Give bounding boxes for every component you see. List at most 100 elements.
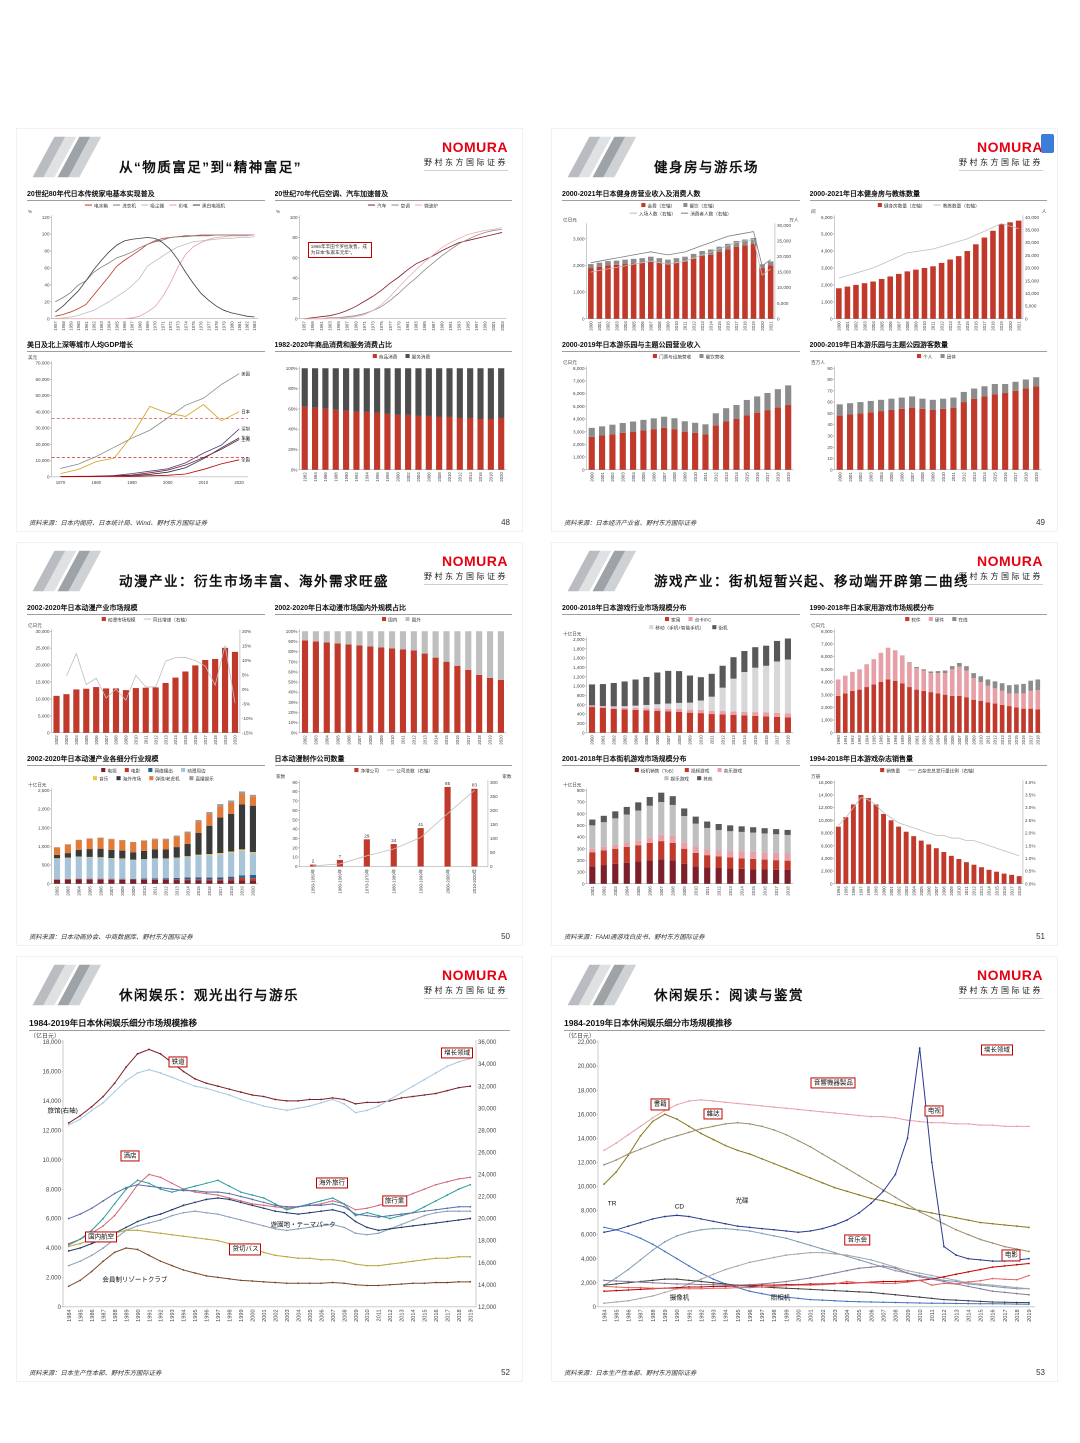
svg-text:0: 0 — [47, 881, 50, 886]
svg-text:2004: 2004 — [633, 735, 638, 745]
chart-area: 0 100 200 300 400 500 600 700 800 十亿日元 2001 2002 200… — [562, 767, 800, 901]
svg-text:2008: 2008 — [894, 1309, 900, 1322]
svg-text:2004: 2004 — [624, 886, 629, 896]
svg-text:2019: 2019 — [223, 735, 228, 745]
svg-text:2007: 2007 — [357, 735, 362, 745]
svg-text:2008: 2008 — [677, 735, 682, 745]
svg-text:2019: 2019 — [1027, 1309, 1033, 1322]
svg-text:2016: 2016 — [1021, 735, 1026, 745]
svg-text:0: 0 — [582, 467, 585, 472]
svg-text:1,000: 1,000 — [38, 844, 50, 849]
svg-text:2011: 2011 — [377, 1309, 383, 1321]
chart-title: 20世纪80年代日本传统家电基本实现普及 — [27, 189, 265, 201]
svg-text:1994: 1994 — [864, 735, 869, 745]
chart-area: 0 20 40 60 80 100% 1957 1959 1961 1963 1965 1967 196… — [275, 202, 513, 336]
svg-text:0: 0 — [294, 864, 297, 869]
svg-text:1965: 1965 — [114, 321, 119, 331]
nomura-brand: NOMURA 野村东方国际证券 — [424, 139, 508, 171]
scroll-marker[interactable] — [1041, 134, 1054, 153]
svg-text:8,000: 8,000 — [581, 1209, 597, 1215]
svg-text:3,000: 3,000 — [821, 266, 833, 271]
svg-text:2019: 2019 — [786, 472, 791, 482]
svg-text:2015: 2015 — [751, 886, 756, 896]
svg-text:1991: 1991 — [687, 1309, 693, 1322]
slide-header: 休闲娱乐：阅读与鉴赏 NOMURA 野村东方国际证券 — [552, 957, 1057, 1013]
nomura-brand: NOMURA 野村东方国际证券 — [959, 139, 1043, 171]
svg-text:2016: 2016 — [193, 735, 198, 745]
svg-text:0: 0 — [489, 864, 492, 869]
svg-text:2015: 2015 — [994, 886, 999, 896]
nomura-brand: NOMURA 野村东方国际证券 — [424, 967, 508, 999]
svg-text:2003: 2003 — [868, 472, 873, 482]
svg-text:0%: 0% — [242, 687, 249, 692]
svg-text:1995: 1995 — [193, 1309, 199, 1322]
svg-text:2003: 2003 — [64, 735, 69, 745]
svg-text:70%: 70% — [288, 659, 297, 664]
svg-text:亿日元: 亿日元 — [563, 359, 577, 366]
svg-text:2009: 2009 — [682, 472, 687, 482]
slide-header: 休闲娱乐：观光出行与游乐 NOMURA 野村东方国际证券 — [17, 957, 522, 1013]
svg-text:2015: 2015 — [745, 472, 750, 482]
svg-text:2009: 2009 — [688, 735, 693, 745]
svg-text:50: 50 — [292, 817, 298, 822]
chart-title: 2000-2019年日本游乐园与主题公园游客数量 — [809, 340, 1047, 352]
svg-text:2,000: 2,000 — [821, 705, 833, 710]
slide-title: 从“物质富足”到“精神富足” — [119, 160, 302, 175]
svg-text:80: 80 — [292, 789, 298, 794]
svg-text:2010: 2010 — [674, 321, 679, 331]
svg-text:5,000: 5,000 — [573, 404, 585, 409]
svg-text:8,000: 8,000 — [46, 1187, 62, 1193]
svg-text:音乐游戏: 音乐游戏 — [724, 767, 743, 774]
svg-text:150: 150 — [489, 822, 497, 827]
svg-text:4,000: 4,000 — [821, 680, 833, 685]
svg-text:6,000: 6,000 — [581, 1233, 597, 1239]
svg-text:24,000: 24,000 — [478, 1173, 497, 1179]
svg-text:2004: 2004 — [935, 735, 940, 745]
svg-text:1959: 1959 — [310, 321, 315, 331]
chart-area: 0 10 20 30 40 50 60 70 80 90 百万人 2000 2001 2002 2003 20… — [810, 353, 1048, 487]
svg-text:万人: 万人 — [789, 217, 799, 223]
svg-text:1965: 1965 — [336, 321, 341, 331]
svg-text:400: 400 — [577, 712, 585, 717]
svg-text:1976: 1976 — [199, 321, 204, 331]
svg-text:2010: 2010 — [978, 735, 983, 745]
svg-text:2012: 2012 — [714, 472, 719, 482]
svg-text:1950-1959年: 1950-1959年 — [309, 868, 316, 893]
svg-text:100: 100 — [42, 232, 50, 237]
slide-title: 游戏产业：街机短暂兴起、移动端开辟第二曲线 — [654, 574, 969, 589]
svg-text:2010: 2010 — [918, 1309, 924, 1322]
charts-area: 1984-2019年日本休闲娱乐细分市场规模推移 0 2,000 4,000 6,000… — [552, 1013, 1057, 1334]
svg-text:40: 40 — [827, 422, 833, 427]
svg-text:个人: 个人 — [923, 354, 933, 359]
svg-text:2000: 2000 — [907, 735, 912, 745]
svg-text:点卡/PC: 点卡/PC — [695, 616, 713, 623]
svg-text:2018: 2018 — [1015, 1309, 1021, 1322]
svg-text:餐饮营收: 餐饮营收 — [706, 353, 725, 360]
svg-text:2008: 2008 — [672, 472, 677, 482]
svg-text:10%: 10% — [288, 720, 297, 725]
svg-text:1969: 1969 — [145, 321, 150, 331]
svg-text:1993: 1993 — [456, 321, 461, 331]
svg-text:2017: 2017 — [465, 735, 470, 745]
svg-text:3,000: 3,000 — [821, 692, 833, 697]
svg-text:2020: 2020 — [1007, 321, 1012, 331]
svg-text:22,000: 22,000 — [578, 1040, 597, 1046]
svg-text:50: 50 — [489, 850, 495, 855]
svg-text:3,000: 3,000 — [573, 236, 585, 241]
svg-text:2016: 2016 — [973, 321, 978, 331]
svg-text:10,000: 10,000 — [818, 818, 833, 823]
svg-text:2008: 2008 — [670, 886, 675, 896]
svg-text:入场人数（右轴）: 入场人数（右轴） — [639, 210, 676, 217]
svg-text:团体: 团体 — [946, 353, 956, 360]
svg-text:80: 80 — [292, 235, 298, 240]
svg-text:1985: 1985 — [78, 1309, 84, 1322]
svg-text:2014: 2014 — [956, 321, 961, 331]
nomura-logo-text: NOMURA — [442, 139, 508, 155]
svg-text:十亿日元: 十亿日元 — [563, 630, 582, 637]
svg-text:1958: 1958 — [61, 321, 66, 331]
svg-text:公司总数（右轴）: 公司总数（右轴） — [396, 767, 433, 774]
svg-text:1985: 1985 — [614, 1309, 620, 1322]
slide-footer: 资料来源：日本动画协会、中商数据库、野村东方国际证券 50 — [29, 932, 510, 941]
svg-text:2000-2009年: 2000-2009年 — [444, 868, 451, 893]
